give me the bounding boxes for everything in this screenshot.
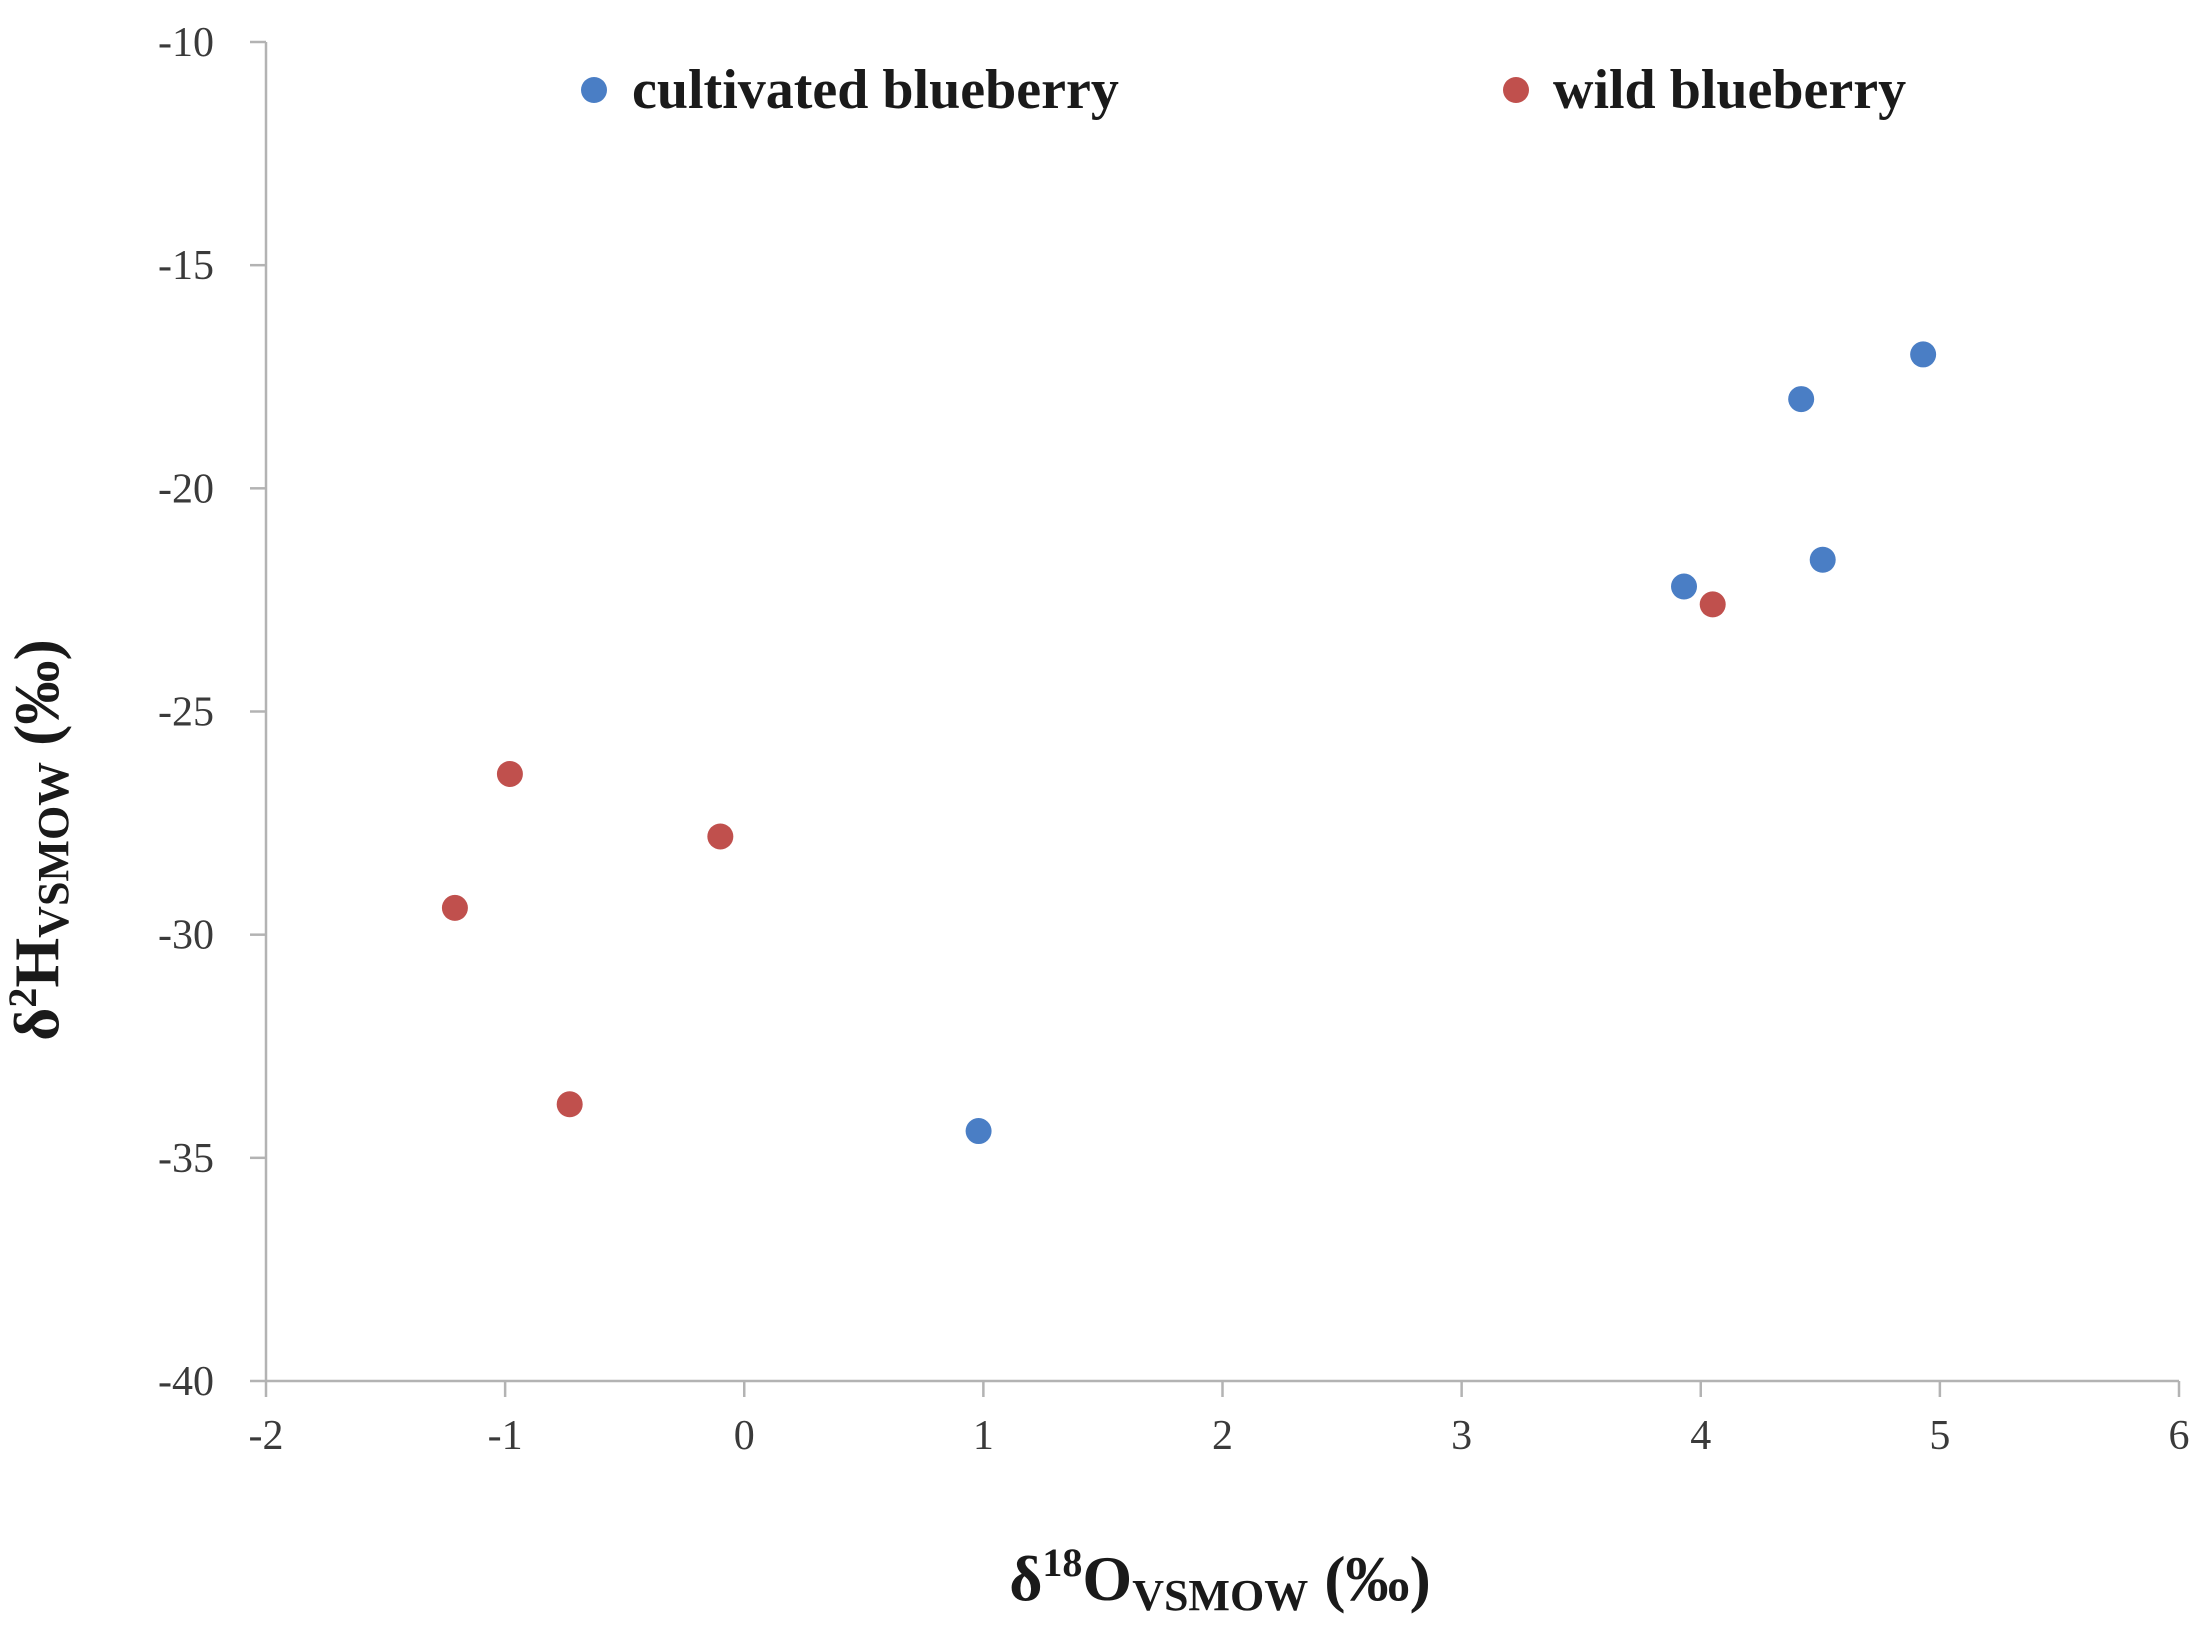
- point-wild-blueberry: [441, 894, 468, 921]
- x-axis-title-base: δ: [1009, 1543, 1042, 1614]
- x-tick-label: 1: [973, 1413, 994, 1459]
- x-tick-label: -2: [249, 1413, 284, 1459]
- tick-labels: -10-15-20-25-30-35-40-2 -1 0 1 2 3 4 5 6: [158, 20, 2190, 1459]
- legend-item-wild-blueberry: wild blueberry: [1503, 59, 1906, 121]
- y-axis-title-element: H: [1, 938, 72, 988]
- axes: [250, 40, 2181, 1397]
- y-tick-label: -30: [158, 913, 214, 959]
- point-cultivated-blueberry: [1910, 341, 1937, 368]
- y-tick-label: -20: [158, 466, 214, 512]
- point-cultivated-blueberry: [1671, 573, 1698, 600]
- legend-marker-wild-blueberry: [1503, 77, 1529, 103]
- data-points: [441, 341, 1937, 1145]
- point-wild-blueberry: [1699, 591, 1726, 618]
- y-axis-title-sup: 2: [0, 988, 45, 1008]
- x-tick-label: 2: [1212, 1413, 1233, 1459]
- point-cultivated-blueberry: [1809, 546, 1836, 573]
- y-axis-title-sub: VSMOW: [29, 762, 78, 938]
- x-axis-title-element: O: [1082, 1543, 1132, 1614]
- point-cultivated-blueberry: [965, 1118, 992, 1145]
- point-cultivated-blueberry: [1788, 386, 1815, 413]
- legend: cultivated blueberry wild blueberry: [581, 59, 1906, 121]
- x-tick-label: 0: [734, 1413, 755, 1459]
- legend-label-wild-blueberry: wild blueberry: [1553, 59, 1906, 121]
- x-axis-title-sup: 18: [1042, 1540, 1082, 1585]
- point-wild-blueberry: [556, 1091, 583, 1118]
- x-axis-title-sub: VSMOW: [1132, 1571, 1308, 1620]
- y-axis-title: δ2HVSMOW (‰): [0, 639, 78, 1041]
- x-axis-title-unit: (‰): [1308, 1543, 1431, 1614]
- legend-label-cultivated-blueberry: cultivated blueberry: [632, 59, 1119, 121]
- x-tick-label: 5: [1929, 1413, 1950, 1459]
- y-tick-label: -15: [158, 243, 214, 289]
- y-tick-label: -40: [158, 1359, 214, 1405]
- y-axis-title-base: δ: [1, 1008, 72, 1041]
- x-tick-label: 3: [1451, 1413, 1472, 1459]
- x-tick-label: 6: [2169, 1413, 2190, 1459]
- legend-marker-cultivated-blueberry: [581, 77, 607, 103]
- point-wild-blueberry: [496, 760, 523, 787]
- x-axis-title: δ18OVSMOW (‰): [1009, 1540, 1431, 1620]
- legend-item-cultivated-blueberry: cultivated blueberry: [581, 59, 1119, 121]
- point-wild-blueberry: [707, 823, 734, 850]
- x-tick-label: -1: [488, 1413, 523, 1459]
- y-tick-label: -10: [158, 20, 214, 66]
- y-tick-label: -35: [158, 1136, 214, 1182]
- y-tick-label: -25: [158, 690, 214, 736]
- x-tick-label: 4: [1690, 1413, 1711, 1459]
- y-axis-title-unit: (‰): [1, 639, 72, 762]
